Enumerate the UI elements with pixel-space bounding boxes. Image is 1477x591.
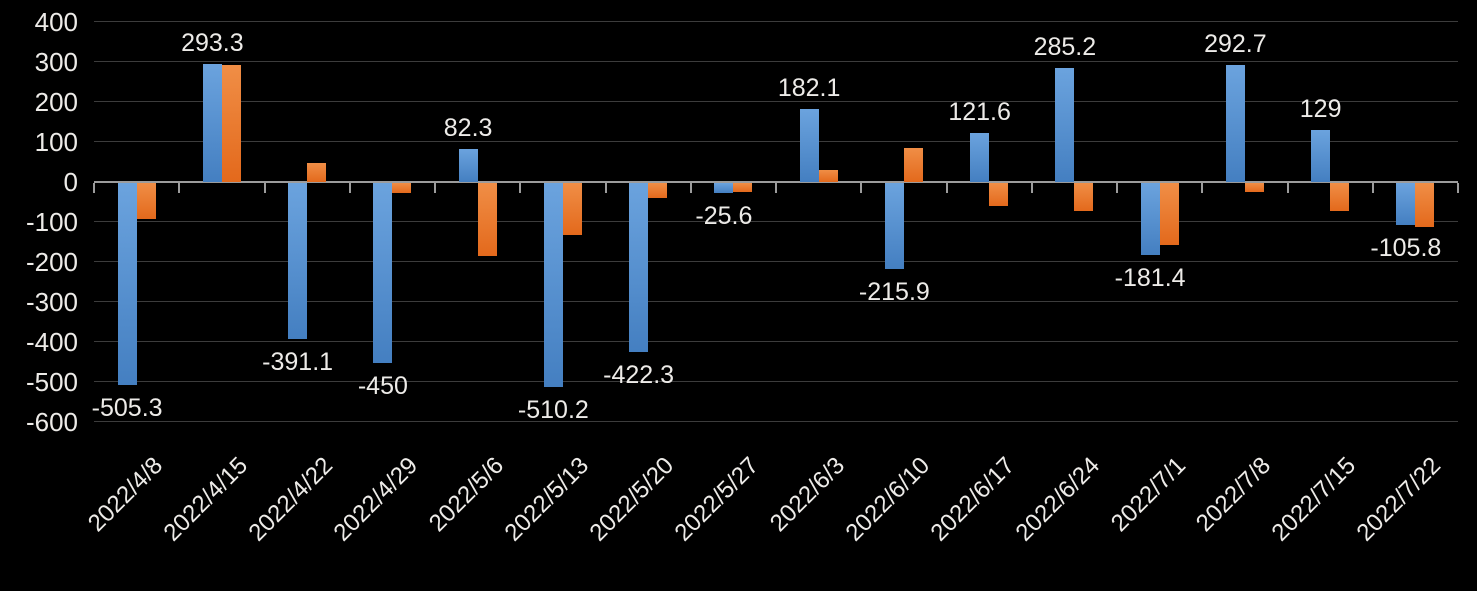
bar-series-2-orange xyxy=(1415,182,1435,227)
bar-series-1-blue xyxy=(714,182,734,193)
x-axis-line xyxy=(94,180,1458,183)
y-axis-tick-label: 0 xyxy=(63,166,78,197)
bar-series-1-blue xyxy=(970,133,990,182)
bar-data-label: -181.4 xyxy=(1114,264,1186,293)
bar-series-2-orange xyxy=(818,169,838,182)
y-axis-tick-label: 200 xyxy=(34,86,78,117)
bar-series-1-blue xyxy=(288,182,308,340)
bar-data-label: 285.2 xyxy=(1033,32,1097,61)
y-axis-tick-label: -600 xyxy=(25,406,78,437)
bar-series-2-orange xyxy=(392,182,412,194)
bar-series-1-blue xyxy=(799,108,819,182)
x-axis-tick xyxy=(945,182,948,193)
bar-series-1-blue xyxy=(117,182,137,385)
y-gridline xyxy=(94,341,1458,343)
y-gridline xyxy=(94,381,1458,383)
y-gridline xyxy=(94,421,1458,423)
bar-data-label: 293.3 xyxy=(181,29,244,58)
bar-series-1-blue xyxy=(884,182,904,270)
bar-series-2-orange xyxy=(136,182,156,220)
x-axis-tick xyxy=(348,182,351,193)
bar-series-1-blue xyxy=(629,182,649,352)
bar-series-2-orange xyxy=(1244,182,1264,192)
bar-series-1-blue xyxy=(1311,130,1331,182)
bar-data-label: -105.8 xyxy=(1370,234,1442,263)
x-axis-tick xyxy=(178,182,181,193)
bar-data-label: -391.1 xyxy=(262,348,334,377)
bar-series-1-blue xyxy=(1055,67,1075,182)
bar-data-label: -510.2 xyxy=(517,395,589,424)
bar-data-label: 121.6 xyxy=(948,98,1011,127)
x-axis-tick xyxy=(604,182,607,193)
y-axis-tick-label: -200 xyxy=(25,246,78,277)
y-axis-tick-label: 300 xyxy=(34,46,78,77)
x-axis-tick xyxy=(1371,182,1374,193)
bar-series-2-orange xyxy=(477,182,497,257)
y-gridline xyxy=(94,101,1458,103)
bar-series-2-orange xyxy=(307,162,327,182)
bar-data-label: 292.7 xyxy=(1204,29,1267,58)
bar-series-1-blue xyxy=(1396,182,1416,225)
bar-series-1-blue xyxy=(1225,64,1245,182)
y-axis-tick-label: -100 xyxy=(25,206,78,237)
bar-data-label: -505.3 xyxy=(91,393,163,422)
x-axis-tick xyxy=(1286,182,1289,193)
bar-series-2-orange xyxy=(648,182,668,199)
y-gridline xyxy=(94,21,1458,23)
y-axis-tick-label: -500 xyxy=(25,366,78,397)
x-axis-tick xyxy=(1201,182,1204,193)
bar-series-2-orange xyxy=(562,182,582,235)
bar-data-label: -215.9 xyxy=(858,278,930,307)
x-axis-tick xyxy=(860,182,863,193)
bar-data-label: 182.1 xyxy=(777,73,841,102)
bar-series-2-orange xyxy=(1159,182,1179,246)
y-axis-tick-label: 400 xyxy=(34,6,78,37)
bar-data-label: 82.3 xyxy=(443,113,493,142)
bar-series-2-orange xyxy=(221,64,241,182)
bar-data-label: -422.3 xyxy=(603,360,675,389)
x-axis-tick xyxy=(1457,182,1459,193)
bar-series-2-orange xyxy=(733,182,753,193)
bar-data-label: -25.6 xyxy=(695,201,753,230)
y-axis-tick-label: -400 xyxy=(25,326,78,357)
x-axis-tick xyxy=(434,182,436,193)
bar-data-label: 129 xyxy=(1299,95,1342,124)
bar-series-1-blue xyxy=(458,148,478,182)
bar-series-2-orange xyxy=(1330,182,1350,212)
x-axis-tick xyxy=(1030,182,1033,193)
x-axis-tick xyxy=(263,182,266,193)
x-axis-tick xyxy=(1116,182,1118,193)
bar-series-1-blue xyxy=(202,64,222,182)
y-axis-tick-label: -300 xyxy=(25,286,78,317)
bar-series-1-blue xyxy=(1140,182,1160,256)
y-gridline xyxy=(94,61,1458,63)
y-gridline xyxy=(94,301,1458,303)
y-axis-tick-label: 100 xyxy=(34,126,78,157)
bar-series-2-orange xyxy=(903,147,923,182)
bar-series-2-orange xyxy=(989,182,1009,207)
y-gridline xyxy=(94,221,1458,223)
y-gridline xyxy=(94,141,1458,143)
bar-series-1-blue xyxy=(373,182,393,363)
x-axis-tick xyxy=(689,182,692,193)
bar-series-2-orange xyxy=(1074,182,1094,212)
x-axis-tick xyxy=(775,182,777,193)
bar-data-label: -450 xyxy=(357,371,408,400)
y-gridline xyxy=(94,261,1458,263)
x-axis-tick xyxy=(93,182,95,193)
x-axis-tick xyxy=(519,182,522,193)
bar-series-1-blue xyxy=(543,182,563,387)
